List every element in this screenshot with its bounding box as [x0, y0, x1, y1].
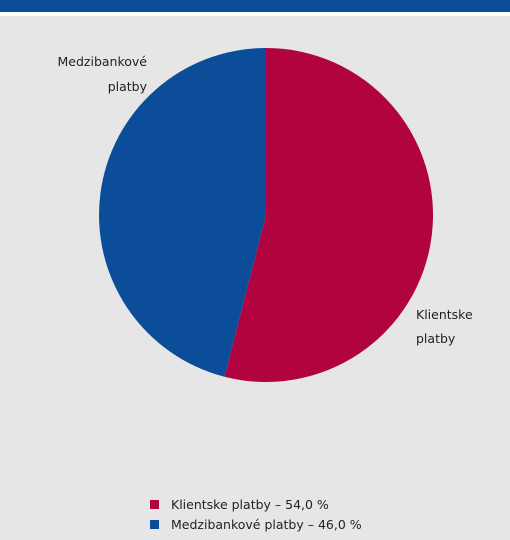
legend: Klientske platby – 54,0 % Medzibankové p… — [150, 494, 362, 534]
slice-label-medzibankove-line2: platby — [108, 79, 148, 94]
pie-slice-klientske — [224, 48, 434, 382]
title-bar — [0, 0, 510, 16]
legend-label-klientske: Klientske platby – 54,0 % — [171, 496, 329, 512]
legend-label-medzibankove: Medzibankové platby – 46,0 % — [171, 516, 362, 532]
slice-label-klientske-line2: platby — [416, 331, 456, 346]
legend-item-klientske: Klientske platby – 54,0 % — [150, 494, 362, 514]
legend-item-medzibankove: Medzibankové platby – 46,0 % — [150, 514, 362, 534]
legend-swatch-klientske — [150, 499, 159, 509]
legend-swatch-medzibankove — [150, 519, 159, 529]
slice-label-medzibankove-line1: Medzibankové — [58, 54, 148, 69]
pie-slice-medzibankove — [99, 48, 266, 377]
slice-label-klientske-line1: Klientske — [416, 307, 473, 322]
